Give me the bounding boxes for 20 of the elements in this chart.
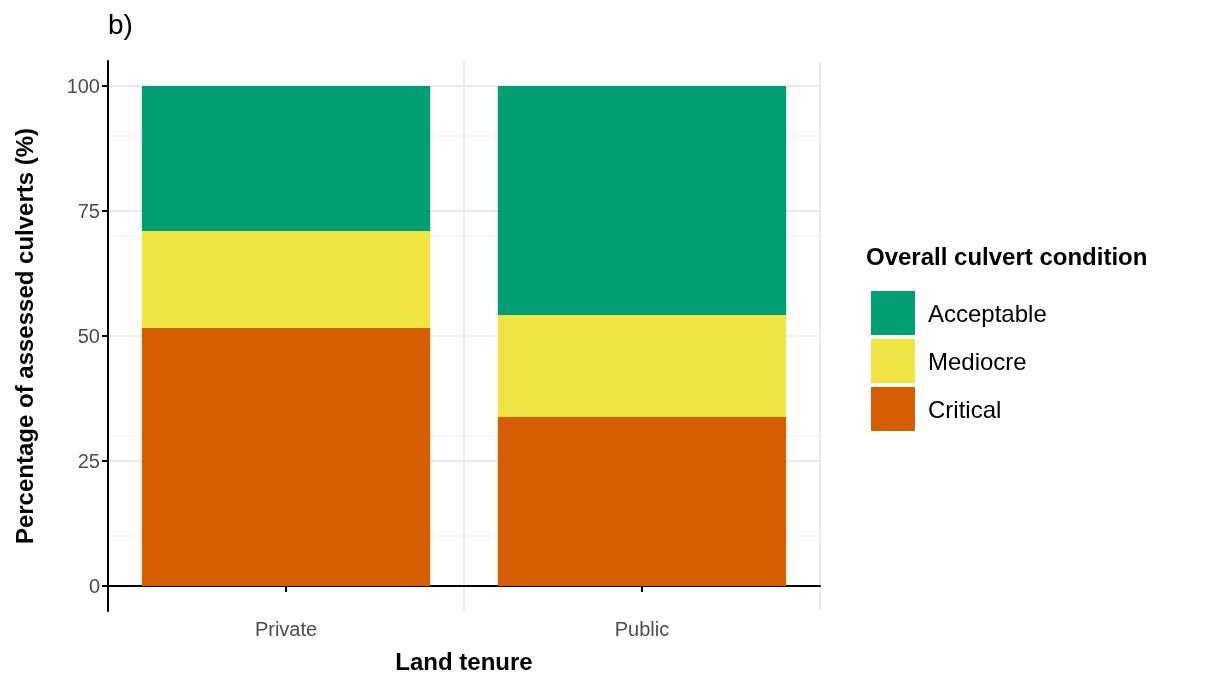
bar: [141, 231, 431, 328]
y-tick-label: 100: [66, 75, 100, 97]
x-tick-label: Public: [614, 618, 670, 640]
y-tick-label: 50: [77, 325, 100, 347]
x-axis-title: Land tenure: [395, 647, 533, 675]
bar: [497, 86, 787, 315]
y-tick-label: 25: [77, 450, 100, 472]
legend-label: Acceptable: [928, 299, 1047, 327]
legend-title: Overall culvert condition: [866, 242, 1148, 270]
y-tick-label: 75: [77, 200, 100, 222]
bar: [141, 328, 431, 586]
legend-label: Mediocre: [928, 347, 1027, 375]
legend-label: Critical: [928, 395, 1002, 423]
x-tick-label: Private: [254, 618, 318, 640]
y-axis-title: Percentage of assessed culverts (%): [10, 127, 38, 545]
bar: [497, 315, 787, 417]
bar: [141, 86, 431, 231]
chart-title: b): [108, 8, 133, 40]
y-tick-label: 0: [88, 575, 100, 597]
bar: [497, 417, 787, 586]
